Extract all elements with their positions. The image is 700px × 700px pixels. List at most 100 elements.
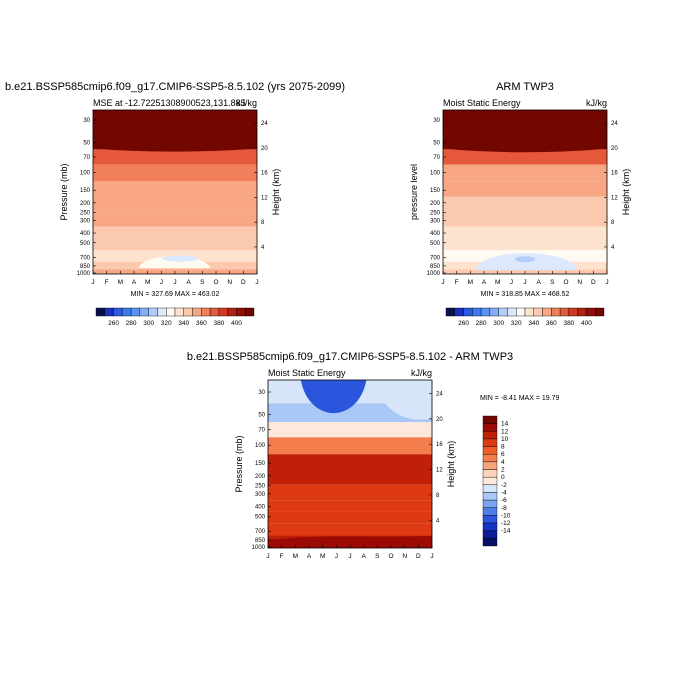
panel-title: b.e21.BSSP585cmip6.f09_g17.CMIP6-SSP5-8.…	[5, 81, 345, 93]
contour-band	[443, 211, 607, 227]
x-tick-label: J	[173, 279, 176, 286]
x-tick-label: J	[441, 279, 444, 286]
x-tick-label: N	[577, 279, 582, 286]
colorbar-label: 400	[231, 320, 242, 327]
colorbar-box	[174, 307, 184, 317]
colorbar-label: 260	[108, 320, 119, 327]
y-right-tick-label: 24	[611, 121, 618, 127]
colorbar-label: 4	[501, 459, 505, 466]
colorbar-label: 8	[501, 444, 505, 451]
x-tick-label: N	[227, 279, 232, 286]
y-tick-label: 30	[433, 118, 440, 124]
colorbar-box	[551, 307, 561, 317]
x-tick-label: O	[388, 553, 393, 560]
contour-band	[443, 164, 607, 182]
colorbar-label: 340	[528, 320, 539, 327]
y-tick-label: 100	[80, 171, 91, 177]
contour-band	[268, 511, 432, 524]
contour-band	[268, 523, 432, 536]
colorbar-box	[482, 415, 498, 424]
panel-title: ARM TWP3	[496, 81, 554, 93]
panel-left-label: Moist Static Energy	[443, 98, 521, 108]
x-tick-label: A	[186, 279, 191, 286]
y-tick-label: 1000	[427, 271, 441, 277]
y-right-tick-label: 16	[261, 171, 268, 177]
colorbar-box	[482, 431, 498, 440]
y-axis-title: Pressure (mb)	[59, 163, 69, 220]
colorbar-label: 380	[563, 320, 574, 327]
y-tick-label: 850	[255, 538, 266, 544]
colorbar-label: 320	[511, 320, 522, 327]
colorbar-box	[498, 307, 508, 317]
y-tick-label: 300	[430, 218, 441, 224]
contour-band	[268, 422, 432, 438]
panel-title: b.e21.BSSP585cmip6.f09_g17.CMIP6-SSP5-8.…	[187, 351, 513, 363]
x-tick-label: M	[468, 279, 473, 286]
colorbar-box	[463, 307, 473, 317]
colorbar-box	[122, 307, 132, 317]
panel-3: b.e21.BSSP585cmip6.f09_g17.CMIP6-SSP5-8.…	[187, 351, 560, 560]
x-tick-label: J	[266, 553, 269, 560]
y-tick-label: 150	[80, 188, 91, 194]
panel-1: b.e21.BSSP585cmip6.f09_g17.CMIP6-SSP5-8.…	[5, 81, 345, 327]
panel-stats: MIN = 327.69 MAX = 463.02	[131, 291, 220, 298]
colorbar-label: 280	[476, 320, 487, 327]
y-axis-title: pressure level	[409, 164, 419, 220]
colorbar-label: -2	[501, 482, 507, 489]
colorbar-label: -4	[501, 489, 507, 496]
contour-band	[93, 211, 257, 227]
y-tick-label: 500	[255, 514, 266, 520]
colorbar-box	[489, 307, 499, 317]
colorbar-label: 400	[581, 320, 592, 327]
x-tick-label: S	[375, 553, 380, 560]
colorbar-box	[586, 307, 596, 317]
colorbar-label: 6	[501, 451, 505, 458]
y-axis-right-title: Height (km)	[621, 169, 631, 216]
y-tick-label: 400	[80, 231, 91, 237]
y-tick-label: 150	[255, 461, 266, 467]
x-tick-label: S	[550, 279, 555, 286]
x-tick-label: J	[523, 279, 526, 286]
contour-band	[268, 437, 432, 455]
x-tick-label: D	[241, 279, 246, 286]
y-tick-label: 500	[80, 241, 91, 247]
x-tick-label: M	[495, 279, 500, 286]
colorbar-box	[130, 307, 141, 317]
colorbar-box	[507, 307, 517, 317]
x-tick-label: M	[293, 553, 298, 560]
y-right-tick-label: 16	[611, 171, 618, 177]
y-tick-label: 200	[430, 201, 441, 207]
colorbar-label: 0	[501, 474, 505, 481]
colorbar-box	[218, 307, 228, 317]
colorbar: 260 280 300 320 340 360 380 400	[95, 307, 255, 327]
colorbar-box	[480, 307, 491, 317]
colorbar-box	[482, 423, 498, 432]
colorbar-box	[482, 538, 498, 547]
y-tick-label: 400	[430, 231, 441, 237]
colorbar-box	[533, 307, 543, 317]
x-tick-label: D	[416, 553, 421, 560]
contour-min	[515, 256, 535, 263]
colorbar-box	[482, 476, 498, 486]
x-tick-label: J	[348, 553, 351, 560]
y-tick-label: 200	[255, 474, 266, 480]
contour-band	[443, 181, 607, 197]
y-tick-label: 1000	[252, 545, 266, 551]
contour-band	[443, 196, 607, 212]
y-right-tick-label: 4	[261, 245, 265, 251]
y-axis-right-title: Height (km)	[446, 441, 456, 488]
x-tick-label: J	[335, 553, 338, 560]
y-tick-label: 30	[258, 390, 265, 396]
y-tick-label: 50	[258, 413, 265, 419]
y-right-tick-label: 20	[611, 146, 618, 152]
y-axis-right-title: Height (km)	[271, 169, 281, 216]
x-tick-label: A	[307, 553, 312, 560]
colorbar-box	[482, 515, 498, 524]
y-right-tick-label: 20	[261, 146, 268, 152]
colorbar-box	[227, 307, 237, 317]
colorbar-label: 14	[501, 421, 509, 428]
panel-right-label: kJ/kg	[411, 368, 432, 378]
x-tick-label: M	[320, 553, 325, 560]
y-right-tick-label: 12	[261, 195, 268, 201]
